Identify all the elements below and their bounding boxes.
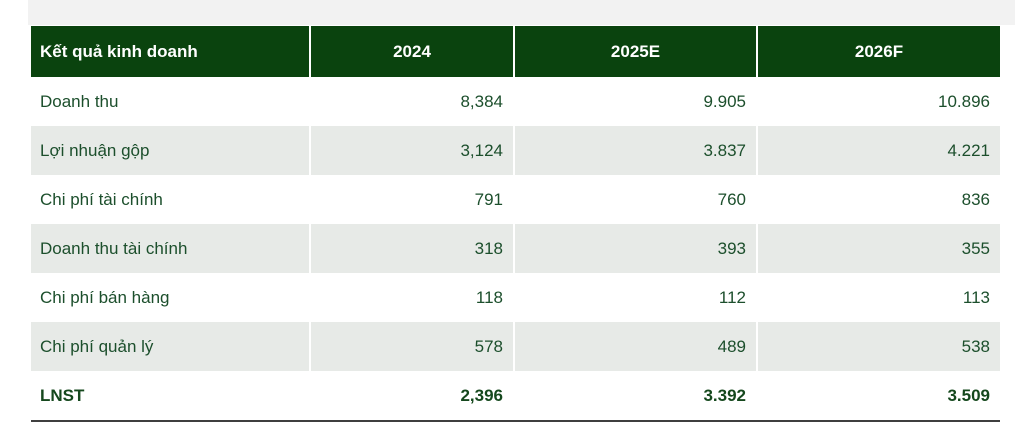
row-label: Chi phí bán hàng (31, 273, 310, 322)
table-row: LNST 2,396 3.392 3.509 (31, 371, 1000, 422)
row-label: Chi phí tài chính (31, 175, 310, 224)
row-value: 836 (756, 175, 1000, 224)
row-value: 538 (756, 322, 1000, 371)
table-header-row: Kết quả kinh doanh 2024 2025E 2026F (31, 26, 1000, 77)
column-header-2025e: 2025E (513, 26, 757, 77)
row-label: Chi phí quản lý (31, 322, 310, 371)
row-value: 113 (756, 273, 1000, 322)
row-label: Doanh thu tài chính (31, 224, 310, 273)
row-value: 3.837 (513, 126, 757, 175)
row-value: 112 (513, 273, 757, 322)
business-results-table: Kết quả kinh doanh 2024 2025E 2026F Doan… (31, 26, 1000, 422)
column-header-2026f: 2026F (756, 26, 1000, 77)
row-value: 393 (513, 224, 757, 273)
table-row: Chi phí quản lý 578 489 538 (31, 322, 1000, 371)
row-label: LNST (31, 371, 310, 422)
row-value: 9.905 (513, 77, 757, 126)
row-value: 3.392 (513, 371, 757, 422)
table-row: Chi phí tài chính 791 760 836 (31, 175, 1000, 224)
row-value: 760 (513, 175, 757, 224)
row-label: Lợi nhuận gộp (31, 126, 310, 175)
row-value: 355 (756, 224, 1000, 273)
row-value: 318 (309, 224, 514, 273)
row-label: Doanh thu (31, 77, 310, 126)
row-value: 118 (309, 273, 514, 322)
column-header-title: Kết quả kinh doanh (31, 26, 310, 77)
table-row: Chi phí bán hàng 118 112 113 (31, 273, 1000, 322)
table-body: Doanh thu 8,384 9.905 10.896 Lợi nhuận gộp 3,… (31, 77, 1000, 422)
table-row: Doanh thu 8,384 9.905 10.896 (31, 77, 1000, 126)
row-value: 578 (309, 322, 514, 371)
row-value: 2,396 (309, 371, 514, 422)
column-header-2024: 2024 (309, 26, 514, 77)
row-value: 4.221 (756, 126, 1000, 175)
row-value: 8,384 (309, 77, 514, 126)
top-strip (28, 0, 1015, 25)
row-value: 489 (513, 322, 757, 371)
row-value: 3,124 (309, 126, 514, 175)
table-row: Lợi nhuận gộp 3,124 3.837 4.221 (31, 126, 1000, 175)
row-value: 791 (309, 175, 514, 224)
row-value: 3.509 (756, 371, 1000, 422)
row-value: 10.896 (756, 77, 1000, 126)
table-row: Doanh thu tài chính 318 393 355 (31, 224, 1000, 273)
